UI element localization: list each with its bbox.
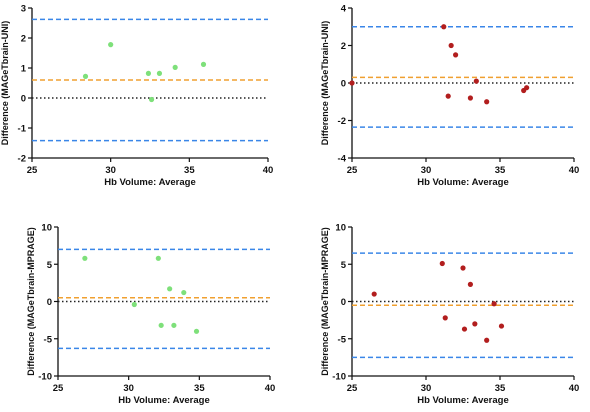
- data-point: [156, 70, 163, 76]
- y-tick-label: 3: [21, 4, 26, 15]
- x-tick-label: 25: [347, 383, 358, 394]
- data-point: [349, 80, 355, 86]
- y-tick-label: 0: [341, 79, 346, 90]
- x-tick-label: 35: [495, 165, 506, 176]
- y-tick-label: -5: [338, 334, 347, 345]
- x-tick-label: 25: [27, 165, 38, 176]
- data-point: [131, 301, 137, 308]
- y-axis-label: Difference (MAGeTbrain-MPRAGE): [26, 227, 36, 376]
- data-point: [484, 337, 490, 343]
- y-axis-label: Difference (MAGeTbrain-UNI): [0, 21, 10, 146]
- chart-panel-4: -10 -5 0 5 10 25 30 35 40 Hb Volume: Average Diffe…: [320, 223, 579, 407]
- x-tick-label: 25: [347, 165, 358, 176]
- y-tick-label: -10: [332, 372, 346, 383]
- x-tick-label: 35: [194, 383, 205, 394]
- data-point: [371, 291, 377, 297]
- y-tick-label: -5: [44, 334, 53, 345]
- data-point: [181, 289, 187, 296]
- data-point: [171, 322, 177, 328]
- data-point: [158, 322, 164, 328]
- data-point: [472, 321, 478, 327]
- data-point: [442, 315, 448, 321]
- x-tick-label: 30: [105, 165, 116, 176]
- y-tick-label: -1: [18, 124, 27, 135]
- data-point: [467, 281, 473, 287]
- chart-panel-2: -4 -2 0 2 4 25 30 35 40 Hb Volume: Average Differe…: [320, 4, 579, 189]
- y-tick-label: 5: [47, 260, 53, 271]
- data-point: [484, 99, 490, 105]
- data-point: [473, 78, 479, 84]
- y-tick-label: 0: [341, 297, 346, 308]
- data-point: [193, 328, 200, 334]
- y-tick-label: 5: [341, 260, 347, 271]
- data-point: [82, 255, 88, 261]
- x-axis-label: Hb Volume: Average: [417, 177, 509, 188]
- data-point: [467, 95, 473, 101]
- y-axis-label: Difference (MAGeTbrain-MPRAGE): [320, 227, 330, 376]
- x-tick-label: 30: [421, 383, 432, 394]
- x-tick-label: 40: [569, 165, 580, 176]
- data-point: [524, 85, 530, 91]
- x-tick-label: 30: [123, 383, 134, 394]
- x-tick-label: 40: [569, 383, 580, 394]
- data-point: [491, 301, 497, 307]
- x-axis-label: Hb Volume: Average: [118, 395, 210, 406]
- data-point: [172, 64, 178, 70]
- y-tick-label: 1: [21, 64, 27, 75]
- x-tick-label: 40: [265, 383, 276, 394]
- chart-panel-3: -10 -5 0 5 10 25 30 35 40 Hb Volume: Average Diffe…: [26, 223, 275, 407]
- y-tick-label: 2: [21, 34, 26, 45]
- x-tick-label: 25: [53, 383, 64, 394]
- y-tick-label: 2: [341, 41, 346, 52]
- x-tick-label: 40: [263, 165, 274, 176]
- data-point: [445, 93, 451, 99]
- y-tick-label: 4: [341, 4, 347, 15]
- data-point: [448, 42, 454, 49]
- x-axis-label: Hb Volume: Average: [417, 395, 509, 406]
- y-tick-label: 10: [41, 223, 52, 234]
- chart-panel-1: -2 -1 0 1 2 3 25 30 35 40 Hb Volume: Average Differ…: [0, 4, 273, 189]
- data-point: [441, 24, 447, 30]
- x-tick-label: 35: [184, 165, 195, 176]
- data-point: [461, 326, 468, 332]
- x-tick-label: 35: [495, 383, 506, 394]
- x-axis-label: Hb Volume: Average: [104, 177, 196, 188]
- data-point: [167, 286, 173, 292]
- y-tick-label: -2: [338, 116, 346, 127]
- y-axis-label: Difference (MAGeTbrain-UNI): [320, 21, 330, 146]
- data-point: [200, 61, 207, 67]
- data-point: [108, 42, 114, 48]
- data-point: [155, 255, 161, 261]
- data-point: [145, 70, 152, 76]
- data-point: [439, 260, 445, 267]
- y-tick-label: 0: [47, 297, 52, 308]
- y-tick-label: -10: [38, 372, 52, 383]
- y-tick-label: 10: [335, 223, 346, 234]
- data-point: [453, 52, 459, 58]
- y-tick-label: -2: [18, 154, 26, 165]
- data-point: [460, 265, 466, 271]
- x-tick-label: 30: [421, 165, 432, 176]
- data-point: [148, 96, 155, 103]
- y-tick-label: -4: [338, 154, 347, 165]
- data-point: [82, 73, 89, 79]
- data-point: [498, 323, 505, 329]
- y-tick-label: 0: [21, 94, 26, 105]
